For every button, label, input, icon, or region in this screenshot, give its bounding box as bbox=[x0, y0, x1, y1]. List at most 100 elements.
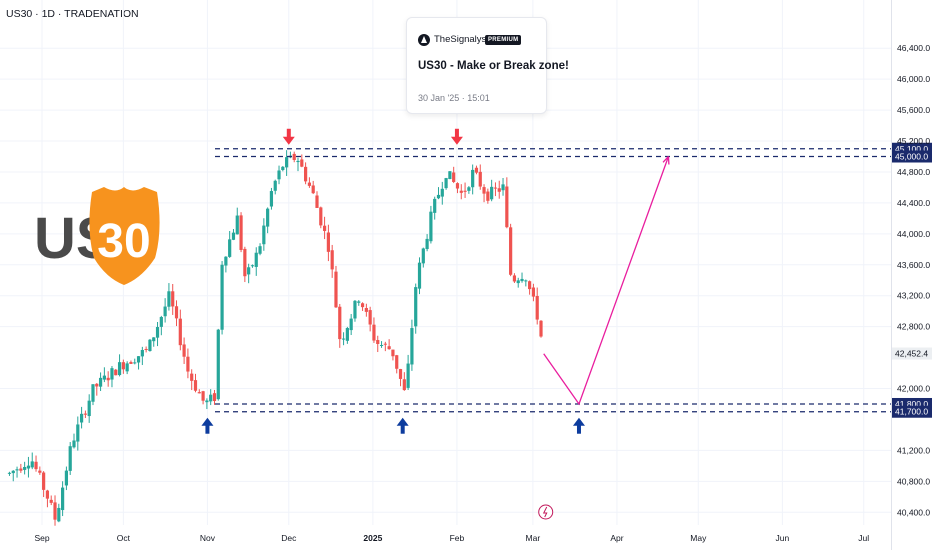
candle-body bbox=[364, 307, 368, 312]
candle-body bbox=[266, 208, 270, 227]
candle-body bbox=[167, 291, 171, 307]
shield-icon bbox=[89, 187, 160, 285]
candle-body bbox=[243, 248, 247, 277]
candle-body bbox=[247, 267, 251, 275]
candle-body bbox=[163, 306, 167, 317]
candle-body bbox=[205, 400, 209, 403]
candle-body bbox=[509, 227, 513, 275]
candle-body bbox=[19, 468, 23, 471]
y-tick-label: 45,600.0 bbox=[897, 105, 930, 115]
candle-body bbox=[387, 346, 391, 350]
candle-body bbox=[49, 499, 53, 503]
candle-body bbox=[535, 295, 539, 320]
y-tick-label: 42,000.0 bbox=[897, 384, 930, 394]
x-tick-label: 2025 bbox=[363, 533, 382, 543]
candle-body bbox=[209, 394, 213, 402]
grid bbox=[0, 0, 891, 525]
level-price-label: 41,800.0 bbox=[895, 399, 928, 409]
last-price-label: 42,452.4 bbox=[895, 349, 928, 359]
candle-body bbox=[262, 225, 266, 245]
candle-body bbox=[144, 348, 148, 350]
candle-body bbox=[23, 466, 27, 470]
idea-title[interactable]: US30 - Make or Break zone! bbox=[418, 60, 569, 72]
candle-body bbox=[524, 280, 528, 282]
candle-body bbox=[61, 487, 65, 511]
candle-body bbox=[148, 339, 152, 352]
candle-body bbox=[171, 291, 175, 307]
candle-body bbox=[444, 178, 448, 189]
down-arrow-icon bbox=[286, 128, 291, 138]
candle-body bbox=[448, 171, 452, 180]
candle-body bbox=[398, 369, 403, 379]
y-tick-label: 40,400.0 bbox=[897, 507, 930, 517]
candle-body bbox=[292, 153, 296, 160]
x-tick-label: Jun bbox=[776, 533, 790, 543]
candle-body bbox=[433, 198, 437, 213]
candle-body bbox=[45, 490, 50, 499]
candle-body bbox=[490, 186, 494, 200]
candle-body bbox=[231, 232, 236, 240]
candle-body bbox=[155, 327, 160, 338]
candle-body bbox=[330, 250, 334, 270]
candle-body bbox=[281, 166, 285, 170]
x-tick-label: Mar bbox=[526, 533, 541, 543]
candle-body bbox=[87, 400, 91, 417]
candle-body bbox=[30, 461, 34, 468]
candle-body bbox=[53, 502, 57, 520]
y-tick-label: 40,800.0 bbox=[897, 476, 930, 486]
candle-body bbox=[414, 287, 418, 327]
candle-body bbox=[42, 472, 46, 490]
level-price-label: 41,700.0 bbox=[895, 407, 928, 417]
candle-body bbox=[224, 256, 228, 266]
candle-body bbox=[110, 368, 114, 380]
candle-body bbox=[539, 320, 543, 337]
markers bbox=[201, 128, 585, 520]
candle-body bbox=[15, 469, 19, 471]
x-tick-label: Dec bbox=[281, 533, 297, 543]
candle-body bbox=[277, 170, 281, 180]
candle-body bbox=[300, 159, 304, 167]
candle-body bbox=[338, 306, 342, 340]
candle-body bbox=[129, 362, 133, 364]
author-name[interactable]: TheSignalyst bbox=[434, 34, 489, 45]
projection-line bbox=[543, 156, 670, 406]
candle-body bbox=[269, 191, 274, 207]
candle-body bbox=[91, 384, 95, 402]
candle-body bbox=[349, 318, 353, 331]
candle-body bbox=[379, 344, 384, 346]
candle-body bbox=[311, 185, 315, 194]
candle-body bbox=[531, 287, 536, 297]
candle-body bbox=[125, 363, 129, 372]
candle-body bbox=[357, 301, 361, 303]
candle-body bbox=[497, 188, 501, 192]
event-icon bbox=[542, 506, 548, 518]
author-logo-icon bbox=[418, 34, 430, 46]
candle-body bbox=[38, 470, 42, 473]
candle-body bbox=[463, 190, 467, 192]
candle-body bbox=[417, 262, 422, 289]
candle-body bbox=[79, 413, 84, 423]
down-arrow-icon bbox=[450, 136, 463, 145]
candle-body bbox=[254, 252, 258, 267]
up-arrow-icon bbox=[201, 417, 214, 426]
publication-card[interactable]: TheSignalyst PREMIUM US30 - Make or Brea… bbox=[406, 17, 569, 114]
up-arrow-icon bbox=[396, 417, 409, 426]
candle-body bbox=[319, 207, 323, 226]
candle-body bbox=[376, 340, 380, 344]
idea-date: 30 Jan '25 · 15:01 bbox=[418, 93, 490, 103]
candle-body bbox=[250, 265, 255, 267]
candle-body bbox=[220, 264, 224, 330]
y-axis: 46,400.0 46,000.0 45,600.0 45,200.0 44,800.0… bbox=[897, 43, 930, 517]
candle-body bbox=[7, 472, 12, 474]
candle-body bbox=[459, 190, 463, 193]
candle-body bbox=[478, 171, 482, 187]
candle-body bbox=[467, 187, 471, 191]
symbol-header: US30 · 1D · TRADENATION bbox=[6, 8, 139, 20]
candle-body bbox=[64, 470, 69, 486]
candle-body bbox=[114, 369, 118, 376]
candle-body bbox=[505, 186, 509, 228]
level-price-label: 45,000.0 bbox=[895, 152, 928, 162]
level-price-tag bbox=[892, 150, 932, 163]
event-icon[interactable] bbox=[538, 504, 554, 520]
